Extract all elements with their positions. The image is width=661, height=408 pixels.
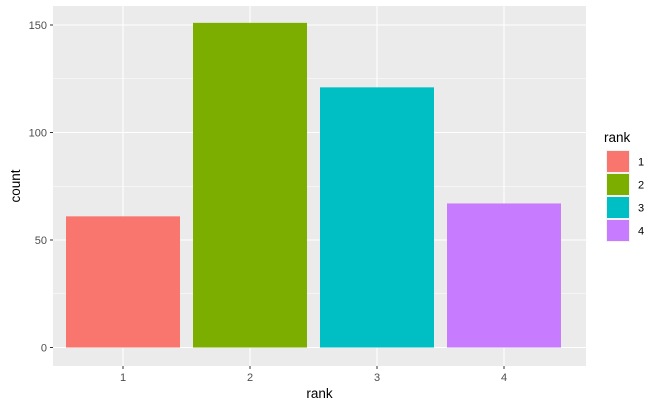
x-tick-label: 4 <box>501 372 507 384</box>
x-tick-label: 2 <box>247 372 253 384</box>
legend-label: 2 <box>638 180 644 192</box>
y-tick-label: 100 <box>29 128 47 140</box>
y-axis-title: count <box>8 169 23 202</box>
legend-key-swatch <box>607 197 629 218</box>
x-tick-label: 1 <box>120 372 126 384</box>
y-axis-ticks: 0 50 100 150 <box>29 20 53 355</box>
legend: rank 1 2 3 4 <box>604 130 644 242</box>
legend-label: 4 <box>638 226 644 238</box>
bar-rank-4 <box>447 203 561 348</box>
x-axis-ticks: 1 2 3 4 <box>120 366 507 384</box>
y-tick-label: 50 <box>35 235 47 247</box>
legend-key-swatch <box>607 151 629 172</box>
legend-label: 1 <box>638 157 644 169</box>
legend-title: rank <box>604 130 631 145</box>
y-tick-label: 0 <box>41 343 47 355</box>
bar-rank-3 <box>320 87 434 348</box>
legend-key-swatch <box>607 174 629 195</box>
bars <box>66 22 561 348</box>
bar-rank-1 <box>66 216 180 348</box>
bar-rank-2 <box>193 22 307 348</box>
legend-key-swatch <box>607 220 629 241</box>
x-axis-title: rank <box>306 386 333 401</box>
x-tick-label: 3 <box>374 372 380 384</box>
legend-label: 3 <box>638 203 644 215</box>
y-tick-label: 150 <box>29 20 47 32</box>
